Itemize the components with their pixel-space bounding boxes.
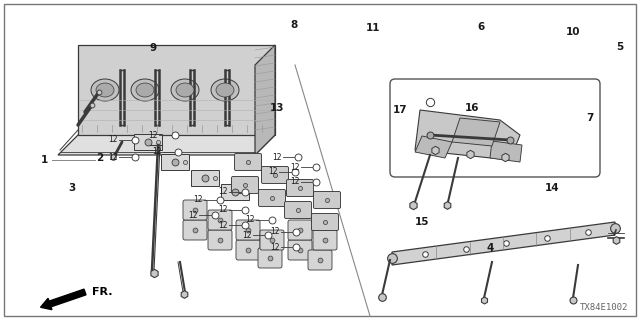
Polygon shape xyxy=(78,45,275,135)
Polygon shape xyxy=(161,154,189,170)
Text: TX84E1002: TX84E1002 xyxy=(580,303,628,312)
Text: 12: 12 xyxy=(273,153,282,162)
Text: 12: 12 xyxy=(291,163,300,172)
FancyBboxPatch shape xyxy=(288,220,312,240)
FancyBboxPatch shape xyxy=(236,240,260,260)
Text: FR.: FR. xyxy=(92,287,113,297)
Polygon shape xyxy=(415,110,520,160)
FancyBboxPatch shape xyxy=(236,220,260,240)
Ellipse shape xyxy=(171,79,199,101)
Polygon shape xyxy=(392,222,615,265)
Text: 12: 12 xyxy=(218,188,228,196)
FancyBboxPatch shape xyxy=(183,220,207,240)
FancyBboxPatch shape xyxy=(314,191,340,209)
Text: 12: 12 xyxy=(271,243,280,252)
Ellipse shape xyxy=(91,79,119,101)
Polygon shape xyxy=(134,134,162,150)
Text: 12: 12 xyxy=(269,167,278,177)
Text: 12: 12 xyxy=(291,178,300,187)
Text: 12: 12 xyxy=(109,135,118,145)
FancyBboxPatch shape xyxy=(308,250,332,270)
FancyBboxPatch shape xyxy=(287,180,314,196)
FancyBboxPatch shape xyxy=(234,154,262,171)
Polygon shape xyxy=(191,170,219,186)
FancyBboxPatch shape xyxy=(183,200,207,220)
Text: 12: 12 xyxy=(271,228,280,236)
Text: 14: 14 xyxy=(545,183,559,193)
FancyBboxPatch shape xyxy=(288,240,312,260)
Text: 12: 12 xyxy=(189,211,198,220)
Text: 7: 7 xyxy=(586,113,594,123)
FancyBboxPatch shape xyxy=(259,189,285,206)
Text: 12: 12 xyxy=(218,205,228,214)
Text: 15: 15 xyxy=(415,217,429,227)
Text: 12: 12 xyxy=(193,196,203,204)
FancyArrow shape xyxy=(40,289,86,310)
Text: 12: 12 xyxy=(152,148,162,156)
Text: 5: 5 xyxy=(616,42,623,52)
Ellipse shape xyxy=(136,83,154,97)
Text: 12: 12 xyxy=(246,215,255,225)
FancyBboxPatch shape xyxy=(258,248,282,268)
Ellipse shape xyxy=(216,83,234,97)
Text: 3: 3 xyxy=(68,183,76,193)
Text: 13: 13 xyxy=(269,103,284,113)
FancyBboxPatch shape xyxy=(313,230,337,250)
Polygon shape xyxy=(490,141,522,162)
Text: 11: 11 xyxy=(365,23,380,33)
FancyBboxPatch shape xyxy=(208,230,232,250)
Polygon shape xyxy=(58,135,275,155)
Polygon shape xyxy=(452,118,500,146)
FancyBboxPatch shape xyxy=(232,177,259,194)
FancyBboxPatch shape xyxy=(262,166,289,183)
Text: 12: 12 xyxy=(109,153,118,162)
Polygon shape xyxy=(221,184,249,200)
Text: 16: 16 xyxy=(465,103,479,113)
Ellipse shape xyxy=(131,79,159,101)
FancyBboxPatch shape xyxy=(312,213,339,230)
Text: 17: 17 xyxy=(393,105,407,115)
Text: 12: 12 xyxy=(148,131,158,140)
Polygon shape xyxy=(415,136,452,158)
Ellipse shape xyxy=(176,83,194,97)
Ellipse shape xyxy=(96,83,114,97)
Text: 10: 10 xyxy=(566,27,580,37)
Polygon shape xyxy=(255,45,275,155)
Text: 12: 12 xyxy=(218,220,228,229)
Text: 6: 6 xyxy=(477,22,484,32)
Text: 12: 12 xyxy=(243,230,252,239)
FancyBboxPatch shape xyxy=(260,230,284,250)
FancyBboxPatch shape xyxy=(390,79,600,177)
Text: 1: 1 xyxy=(40,155,47,165)
Text: 2: 2 xyxy=(97,153,104,163)
FancyBboxPatch shape xyxy=(285,202,312,219)
FancyBboxPatch shape xyxy=(208,210,232,230)
Text: 4: 4 xyxy=(486,243,493,253)
Ellipse shape xyxy=(211,79,239,101)
Text: 8: 8 xyxy=(291,20,298,30)
Text: 9: 9 xyxy=(149,43,157,53)
